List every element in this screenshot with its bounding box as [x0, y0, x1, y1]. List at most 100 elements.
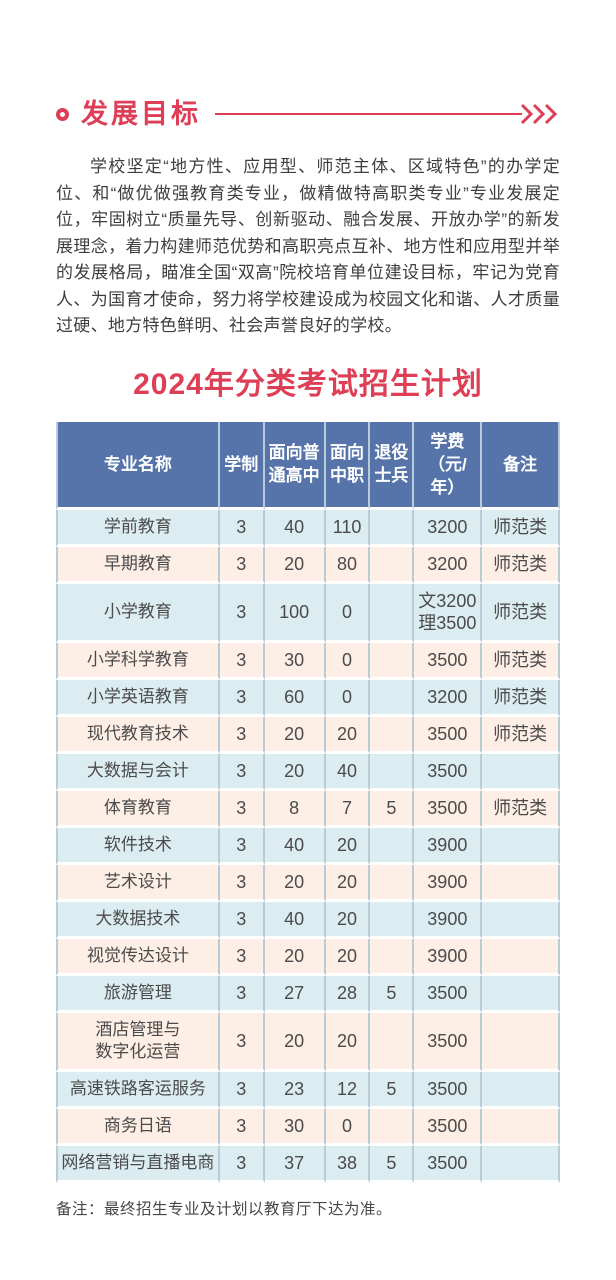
table-cell: 3500 — [414, 716, 483, 754]
table-cell: 5 — [370, 790, 415, 828]
major-name-cell: 体育教育 — [56, 790, 220, 828]
table-row: 学前教育 3 40 110 3200 师范类 — [56, 509, 560, 547]
column-header: 专业名称 — [56, 421, 220, 510]
table-cell — [370, 716, 415, 754]
table-cell — [482, 1012, 560, 1072]
table-cell: 3500 — [414, 1145, 483, 1183]
table-cell — [370, 642, 415, 680]
table-cell: 3200 — [414, 546, 483, 584]
target-bullet-icon — [56, 107, 69, 121]
table-row: 艺术设计 3 20 20 3900 — [56, 864, 560, 902]
table-cell — [482, 1145, 560, 1183]
column-header: 学费 （元/年） — [414, 421, 483, 510]
table-cell: 师范类 — [482, 509, 560, 547]
section-title: 发展目标 — [81, 99, 201, 129]
table-cell — [370, 864, 415, 902]
table-cell: 3200 — [414, 509, 483, 547]
table-cell: 3 — [219, 509, 265, 547]
triple-chevron-icon — [520, 103, 558, 125]
table-cell: 0 — [325, 679, 371, 717]
major-name-cell: 小学科学教育 — [56, 642, 220, 680]
table-cell: 40 — [264, 901, 326, 939]
table-cell: 20 — [325, 716, 371, 754]
table-cell: 3 — [219, 1012, 265, 1072]
table-cell: 20 — [325, 864, 371, 902]
table-cell: 3 — [219, 975, 265, 1013]
table-cell: 3500 — [414, 1108, 483, 1146]
major-name-cell: 大数据技术 — [56, 901, 220, 939]
table-cell — [370, 753, 415, 791]
table-cell — [370, 679, 415, 717]
table-cell: 3 — [219, 1071, 265, 1109]
table-cell: 30 — [264, 1108, 326, 1146]
table-cell: 3500 — [414, 1071, 483, 1109]
table-cell: 20 — [325, 827, 371, 865]
major-name-cell: 小学英语教育 — [56, 679, 220, 717]
intro-paragraph: 学校坚定“地方性、应用型、师范主体、区域特色”的办学定位、和“做优做强教育类专业… — [56, 157, 560, 335]
table-header: 专业名称 学制 面向普 通高中 面向 中职 退役 士兵 学费 （元/年） 备注 — [56, 421, 560, 510]
header-rule-line — [215, 112, 522, 116]
table-cell: 7 — [325, 790, 371, 828]
enrollment-plan-table: 专业名称 学制 面向普 通高中 面向 中职 退役 士兵 学费 （元/年） 备注 学前教育 3 4… — [56, 421, 560, 1183]
table-cell: 5 — [370, 1145, 415, 1183]
table-cell: 23 — [264, 1071, 326, 1109]
table-row: 酒店管理与 数字化运营 3 20 20 3500 — [56, 1012, 560, 1072]
table-cell — [482, 1071, 560, 1109]
table-cell: 3500 — [414, 753, 483, 791]
table-cell — [370, 938, 415, 976]
table-header-row: 专业名称 学制 面向普 通高中 面向 中职 退役 士兵 学费 （元/年） 备注 — [56, 421, 560, 510]
table-cell: 40 — [325, 753, 371, 791]
major-name-cell: 大数据与会计 — [56, 753, 220, 791]
table-cell — [370, 1108, 415, 1146]
table-cell: 20 — [264, 864, 326, 902]
table-row: 大数据与会计 3 20 40 3500 — [56, 753, 560, 791]
table-row: 小学科学教育 3 30 0 3500 师范类 — [56, 642, 560, 680]
major-name-cell: 高速铁路客运服务 — [56, 1071, 220, 1109]
table-row: 高速铁路客运服务 3 23 12 5 3500 — [56, 1071, 560, 1109]
table-cell: 30 — [264, 642, 326, 680]
major-name-cell: 艺术设计 — [56, 864, 220, 902]
table-cell: 12 — [325, 1071, 371, 1109]
table-cell: 师范类 — [482, 790, 560, 828]
column-header: 面向 中职 — [325, 421, 371, 510]
table-row: 小学教育 3 100 0 文3200 理3500 师范类 — [56, 583, 560, 643]
table-body: 学前教育 3 40 110 3200 师范类 早期教育 3 20 80 3200 师范类 小学教育 3 10… — [56, 509, 560, 1183]
table-cell: 20 — [325, 1012, 371, 1072]
table-cell: 8 — [264, 790, 326, 828]
table-cell: 师范类 — [482, 679, 560, 717]
table-cell: 40 — [264, 827, 326, 865]
column-header: 退役 士兵 — [370, 421, 415, 510]
table-row: 现代教育技术 3 20 20 3500 师范类 — [56, 716, 560, 754]
table-cell: 3 — [219, 938, 265, 976]
table-cell: 3 — [219, 679, 265, 717]
table-cell: 3 — [219, 827, 265, 865]
table-cell: 20 — [264, 546, 326, 584]
major-name-cell: 网络营销与直播电商 — [56, 1145, 220, 1183]
table-cell — [370, 827, 415, 865]
table-cell: 3 — [219, 1145, 265, 1183]
table-cell: 3 — [219, 583, 265, 643]
table-cell — [482, 864, 560, 902]
table-cell: 3900 — [414, 938, 483, 976]
table-cell: 3 — [219, 901, 265, 939]
footnote: 备注：最终招生专业及计划以教育厅下达为准。 — [56, 1200, 393, 1218]
table-cell: 3500 — [414, 790, 483, 828]
section-header: 发展目标 — [56, 98, 560, 130]
major-name-cell: 视觉传达设计 — [56, 938, 220, 976]
table-cell: 3200 — [414, 679, 483, 717]
table-cell — [482, 901, 560, 939]
table-cell: 0 — [325, 642, 371, 680]
plan-title: 2024年分类考试招生计划 — [133, 367, 483, 401]
major-name-cell: 软件技术 — [56, 827, 220, 865]
table-cell: 80 — [325, 546, 371, 584]
major-name-cell: 酒店管理与 数字化运营 — [56, 1012, 220, 1072]
table-cell: 3500 — [414, 642, 483, 680]
page: 发展目标 学校坚定“地方性、应用型、师范主体、区域特色”的办学定位、和“做优做强… — [56, 98, 560, 1218]
table-cell: 27 — [264, 975, 326, 1013]
table-cell — [370, 509, 415, 547]
table-cell: 38 — [325, 1145, 371, 1183]
table-row: 小学英语教育 3 60 0 3200 师范类 — [56, 679, 560, 717]
table-cell: 3 — [219, 753, 265, 791]
table-row: 商务日语 3 30 0 3500 — [56, 1108, 560, 1146]
column-header: 学制 — [219, 421, 265, 510]
